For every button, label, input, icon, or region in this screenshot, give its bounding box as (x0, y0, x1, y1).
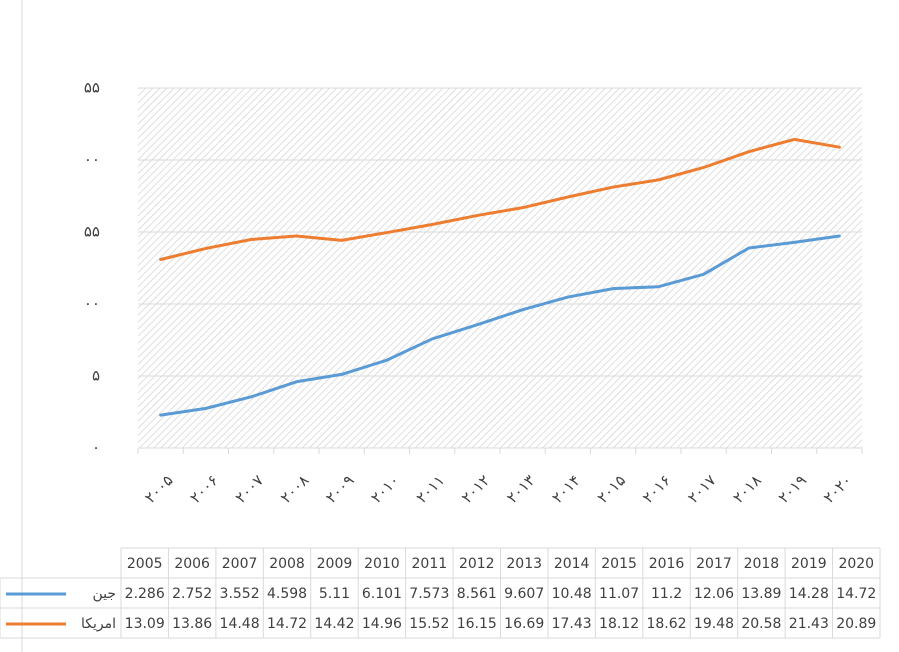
x-tick-label: ۲۰۱۲ (458, 471, 494, 507)
table-value: 4.598 (267, 586, 307, 602)
x-tick-label: ۲۰۱۷ (684, 471, 720, 507)
table-header: 2010 (364, 556, 400, 572)
table-value: 13.86 (172, 616, 212, 632)
legend-label: امریکا (81, 616, 116, 632)
table-value: 18.12 (599, 616, 639, 632)
table-header: 2008 (269, 556, 305, 572)
x-tick-label: ۲۰۰۷ (232, 471, 268, 507)
table-value: 16.15 (457, 616, 497, 632)
table-header: 2012 (459, 556, 495, 572)
table-value: 11.07 (599, 586, 639, 602)
x-tick-label: ۲۰۱۱ (413, 471, 449, 507)
table-header: 2016 (649, 556, 685, 572)
table-header: 2011 (412, 556, 448, 572)
table-header: 2017 (696, 556, 732, 572)
x-tick-label: ۲۰۱۶ (639, 471, 675, 507)
table-header: 2020 (838, 556, 874, 572)
table-header: 2009 (317, 556, 353, 572)
x-tick-label: ۲۰۱۴ (548, 471, 584, 507)
table-value: 21.43 (789, 616, 829, 632)
table-header: 2013 (506, 556, 542, 572)
table-value: 8.561 (457, 586, 497, 602)
table-value: 14.72 (267, 616, 307, 632)
table-header: 2018 (744, 556, 780, 572)
table-header: 2007 (222, 556, 258, 572)
table-value: 14.96 (362, 616, 402, 632)
table-value: 9.607 (504, 586, 544, 602)
table-value: 13.89 (741, 586, 781, 602)
table-value: 11.2 (651, 586, 682, 602)
table-value: 2.286 (125, 586, 165, 602)
table-value: 5.11 (319, 586, 350, 602)
table-value: 20.89 (836, 616, 876, 632)
table-value: 15.52 (409, 616, 449, 632)
y-tick-label: ۵۵ (84, 79, 100, 97)
y-tick-label: ۰۰ (84, 295, 100, 313)
table-header: 2015 (601, 556, 637, 572)
x-tick-label: ۲۰۰۶ (186, 471, 222, 507)
table-value: 18.62 (646, 616, 686, 632)
table-value: 10.48 (552, 586, 592, 602)
table-value: 16.69 (504, 616, 544, 632)
table-value: 3.552 (220, 586, 260, 602)
table-value: 14.42 (314, 616, 354, 632)
y-tick-label: ۰ (92, 439, 100, 457)
x-tick-label: ۲۰۱۵ (594, 471, 630, 507)
table-value: 14.72 (836, 586, 876, 602)
table-value: 13.09 (125, 616, 165, 632)
table-value: 6.101 (362, 586, 402, 602)
table-header: 2019 (791, 556, 827, 572)
y-tick-label: ۵۵ (84, 223, 100, 241)
table-value: 2.752 (172, 586, 212, 602)
table-value: 14.48 (220, 616, 260, 632)
table-value: 14.28 (789, 586, 829, 602)
x-tick-label: ۲۰۱۳ (503, 471, 539, 507)
table-value: 19.48 (694, 616, 734, 632)
table-header: 2014 (554, 556, 590, 572)
table-header: 2005 (127, 556, 163, 572)
chart: ۰۵۰۰۵۵۰۰۵۵۲۰۰۵۲۰۰۶۲۰۰۷۲۰۰۸۲۰۰۹۲۰۱۰۲۰۱۱۲۰… (0, 0, 899, 652)
x-tick-label: ۲۰۱۹ (775, 471, 811, 507)
x-tick-label: ۲۰۰۹ (322, 471, 358, 507)
x-tick-label: ۲۰۱۸ (729, 471, 765, 507)
y-tick-label: ۰۰ (84, 151, 100, 169)
plot-area (138, 88, 862, 448)
table-header: 2006 (174, 556, 210, 572)
table-value: 17.43 (552, 616, 592, 632)
legend-label: جین (92, 586, 116, 602)
x-tick-label: ۲۰۱۰ (367, 471, 403, 507)
table-value: 12.06 (694, 586, 734, 602)
x-tick-label: ۲۰۲۰ (820, 471, 856, 507)
table-value: 7.573 (409, 586, 449, 602)
x-tick-label: ۲۰۰۸ (277, 471, 313, 507)
table-value: 20.58 (741, 616, 781, 632)
x-tick-label: ۲۰۰۵ (141, 471, 177, 507)
y-tick-label: ۵ (92, 367, 100, 385)
